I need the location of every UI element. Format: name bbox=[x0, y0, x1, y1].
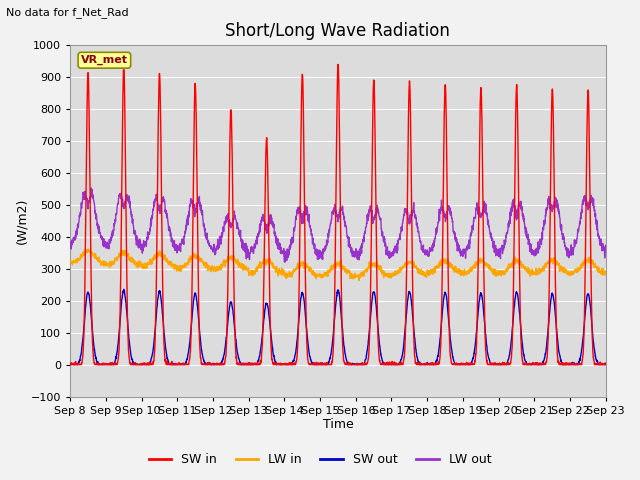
Text: VR_met: VR_met bbox=[81, 55, 128, 65]
X-axis label: Time: Time bbox=[323, 419, 353, 432]
Y-axis label: (W/m2): (W/m2) bbox=[15, 197, 28, 244]
Text: No data for f_Net_Rad: No data for f_Net_Rad bbox=[6, 7, 129, 18]
Title: Short/Long Wave Radiation: Short/Long Wave Radiation bbox=[225, 22, 451, 40]
Legend: SW in, LW in, SW out, LW out: SW in, LW in, SW out, LW out bbox=[143, 448, 497, 471]
